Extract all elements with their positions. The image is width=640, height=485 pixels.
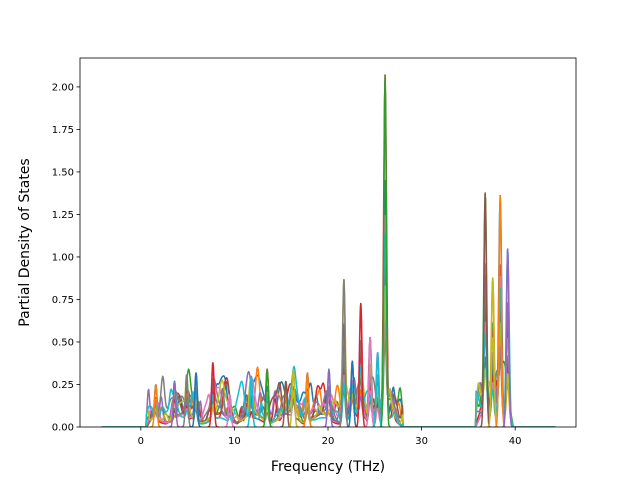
pdos-peak: [323, 369, 335, 427]
y-tick-label: 0.25: [52, 380, 74, 391]
pdos-peak: [379, 74, 391, 427]
x-tick-label: 40: [509, 436, 522, 447]
y-tick-label: 1.75: [52, 125, 74, 136]
x-tick-label: 10: [228, 436, 241, 447]
pdos-peak: [355, 302, 367, 427]
x-tick-label: 20: [322, 436, 335, 447]
x-tick-label: 30: [415, 436, 428, 447]
x-tick-label: 0: [138, 436, 144, 447]
y-tick-label: 1.50: [52, 167, 74, 178]
pdos-peak: [502, 248, 514, 427]
y-tick-label: 1.25: [52, 210, 74, 221]
pdos-peak: [338, 279, 350, 427]
pdos-peak: [261, 369, 273, 427]
pdos-peak: [287, 369, 300, 427]
y-axis-label: Partial Density of States: [17, 158, 33, 326]
x-axis: 0 10 20 30 40: [138, 427, 522, 447]
y-tick-label: 0.00: [52, 423, 74, 434]
y-tick-label: 0.50: [52, 337, 74, 348]
y-axis: 0.00 0.25 0.50 0.75 1.00 1.25 1.50 1.75 2.00: [52, 82, 80, 434]
y-tick-label: 0.75: [52, 295, 74, 306]
pdos-peak: [207, 362, 219, 427]
y-tick-label: 2.00: [52, 82, 74, 93]
y-tick-label: 1.00: [52, 252, 74, 263]
x-axis-label: Frequency (THz): [271, 459, 385, 475]
